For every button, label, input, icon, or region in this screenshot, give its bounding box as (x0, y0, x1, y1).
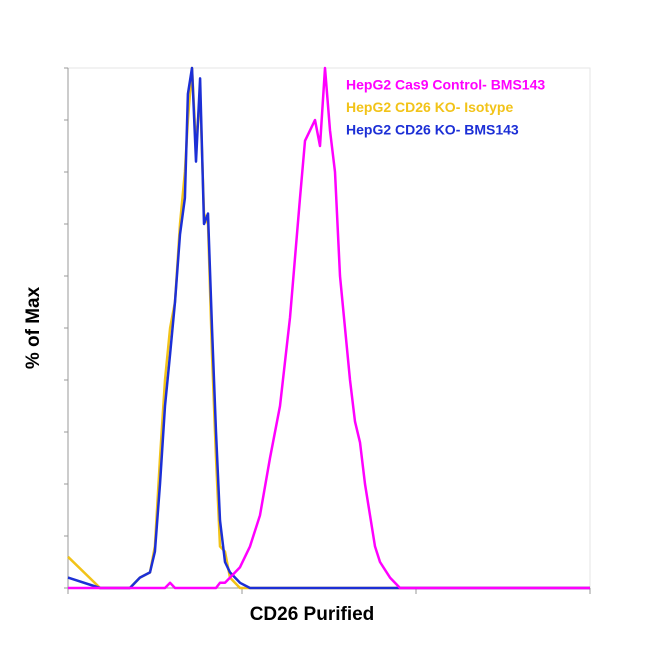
y-axis-label: % of Max (23, 286, 44, 369)
legend-entry: HepG2 CD26 KO- Isotype (346, 99, 513, 115)
legend-entry: HepG2 Cas9 Control- BMS143 (346, 77, 545, 93)
legend-entry: HepG2 CD26 KO- BMS143 (346, 122, 519, 138)
series-line (67, 66, 590, 590)
plot-frame (67, 67, 591, 589)
series-line (67, 66, 590, 590)
series-line (68, 66, 590, 590)
x-axis-label: CD26 Purified (250, 604, 375, 625)
